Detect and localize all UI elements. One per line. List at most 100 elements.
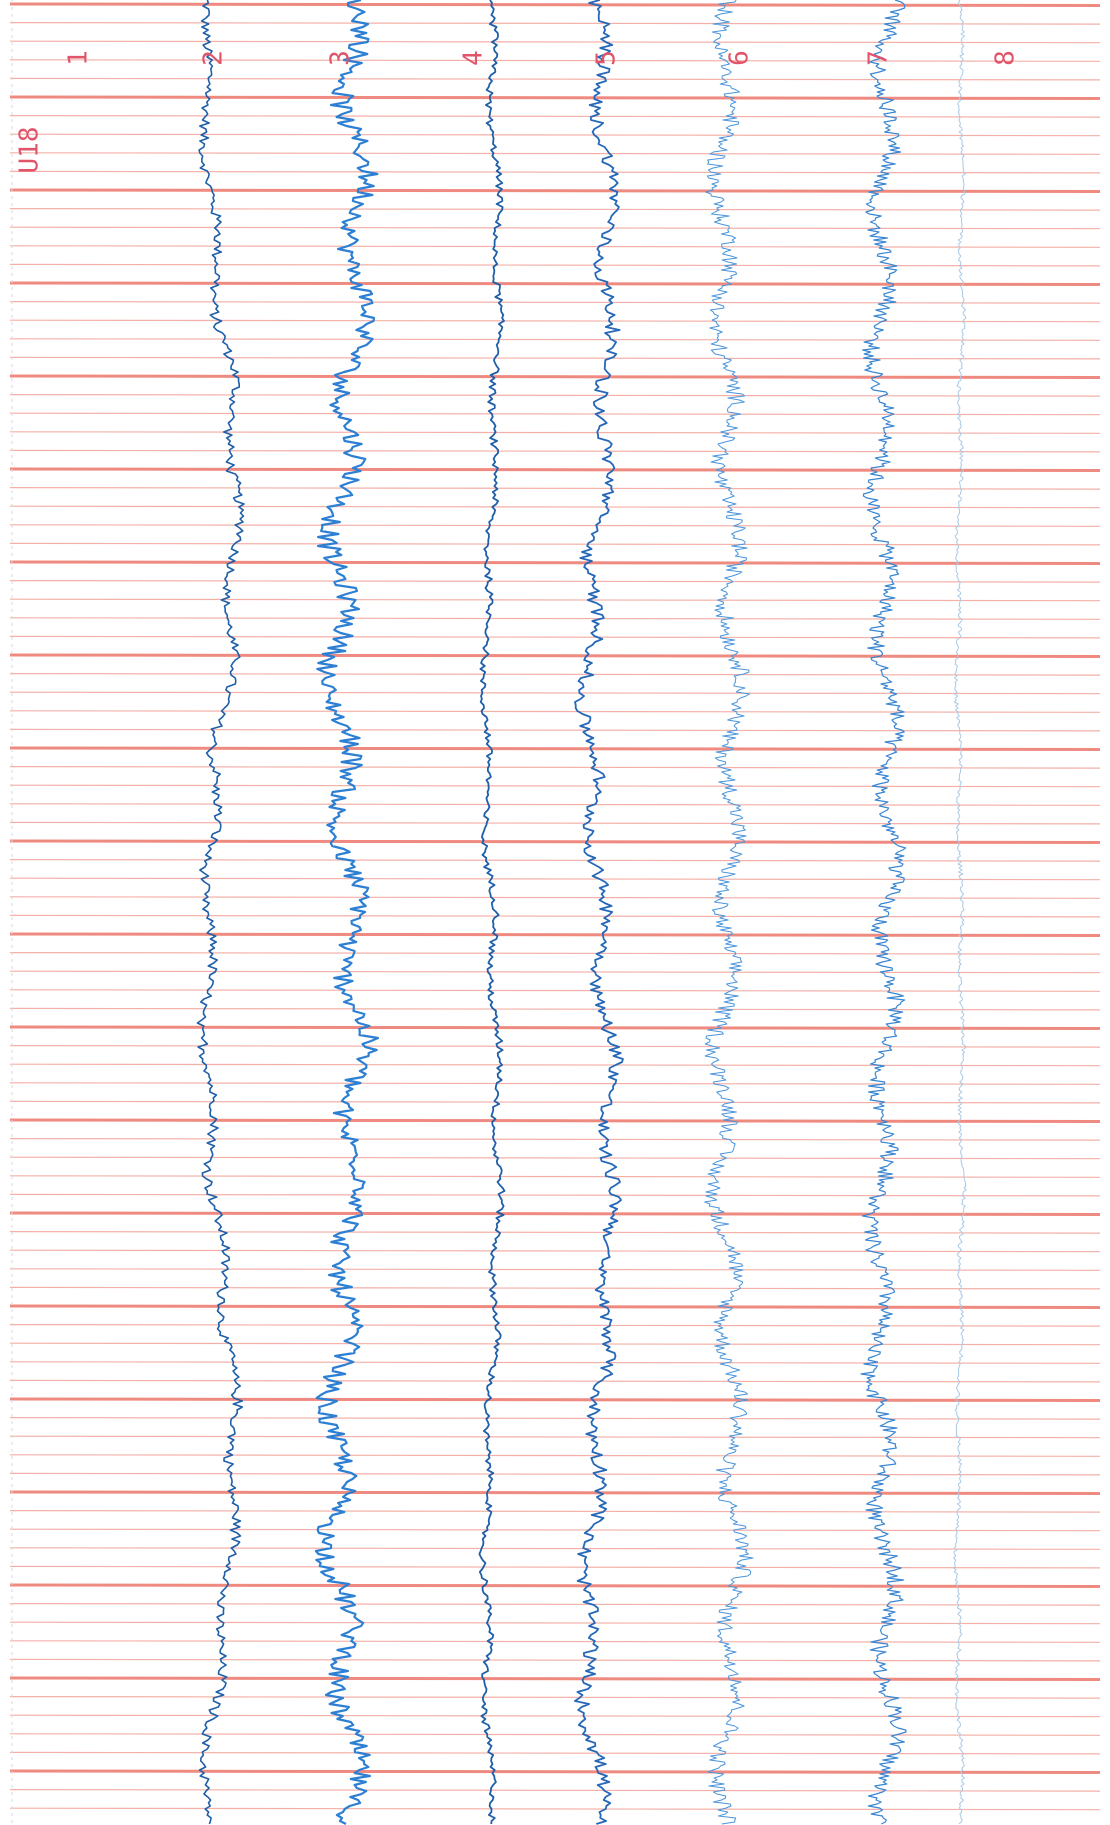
major-grid-line: [10, 97, 1100, 99]
major-grid-line: [10, 4, 1100, 6]
minor-grid-line: [10, 1566, 1100, 1568]
minor-grid-line: [10, 822, 1100, 824]
eeg-trace: [575, 0, 623, 1824]
major-grid-line: [10, 1213, 1100, 1215]
major-grid-line: [10, 934, 1100, 936]
minor-grid-line: [10, 1325, 1100, 1327]
eeg-trace: [705, 0, 753, 1824]
minor-grid-line: [10, 320, 1100, 322]
minor-grid-line: [10, 264, 1100, 266]
minor-grid-line: [10, 1064, 1100, 1066]
minor-grid-line: [10, 1455, 1100, 1457]
minor-grid-line: [10, 674, 1100, 676]
minor-grid-line: [10, 395, 1100, 397]
minor-grid-line: [10, 1511, 1100, 1513]
minor-grid-line: [10, 357, 1100, 359]
minor-grid-line: [10, 1157, 1100, 1159]
major-grid-line: [10, 1492, 1100, 1494]
minor-grid-line: [10, 78, 1100, 80]
minor-grid-line: [10, 1194, 1100, 1196]
minor-grid-line: [10, 1362, 1100, 1364]
minor-grid-line: [10, 692, 1100, 694]
channel-label: 1: [64, 50, 94, 66]
minor-grid-line: [10, 1436, 1100, 1438]
minor-grid-line: [10, 1176, 1100, 1178]
major-grid-line: [10, 841, 1100, 843]
minor-grid-line: [10, 41, 1100, 43]
minor-grid-line: [10, 1046, 1100, 1048]
major-grid-line: [10, 1678, 1100, 1680]
minor-grid-line: [10, 767, 1100, 769]
minor-grid-line: [10, 1790, 1100, 1792]
minor-grid-line: [10, 990, 1100, 992]
minor-grid-line: [10, 1418, 1100, 1420]
channel-label: 3: [326, 50, 356, 66]
channel-label: 2: [199, 50, 229, 66]
minor-grid-line: [10, 729, 1100, 731]
minor-grid-line: [10, 1250, 1100, 1252]
minor-grid-line: [10, 1697, 1100, 1699]
minor-grid-line: [10, 432, 1100, 434]
major-grid-line: [10, 1120, 1100, 1122]
major-grid-line: [10, 1771, 1100, 1773]
minor-grid-line: [10, 1380, 1100, 1382]
major-grid-line: [10, 283, 1100, 285]
minor-grid-line: [10, 878, 1100, 880]
minor-grid-line: [10, 1715, 1100, 1717]
minor-grid-line: [10, 302, 1100, 304]
major-grid-line: [10, 1585, 1100, 1587]
minor-grid-line: [10, 1548, 1100, 1550]
major-grid-line: [10, 376, 1100, 378]
minor-grid-line: [10, 1343, 1100, 1345]
minor-grid-line: [10, 60, 1100, 62]
eeg-strip: U18 12345678: [0, 0, 1110, 1825]
minor-grid-line: [10, 525, 1100, 527]
minor-grid-line: [10, 134, 1100, 136]
minor-grid-line: [10, 711, 1100, 713]
minor-grid-line: [10, 1734, 1100, 1736]
channel-label: 5: [592, 50, 622, 66]
minor-grid-line: [10, 339, 1100, 341]
minor-grid-line: [10, 971, 1100, 973]
eeg-trace: [197, 0, 244, 1824]
major-grid-line: [10, 562, 1100, 564]
eeg-trace: [954, 0, 967, 1824]
minor-grid-line: [10, 450, 1100, 452]
major-grid-line: [10, 655, 1100, 657]
eeg-trace: [479, 0, 504, 1824]
traces: [197, 0, 966, 1824]
major-grid-line: [10, 1027, 1100, 1029]
minor-grid-line: [10, 1604, 1100, 1606]
minor-grid-line: [10, 227, 1100, 229]
minor-grid-line: [10, 1287, 1100, 1289]
minor-grid-line: [10, 860, 1100, 862]
eeg-trace: [861, 0, 906, 1824]
minor-grid-line: [10, 1641, 1100, 1643]
minor-grid-line: [10, 1139, 1100, 1141]
minor-grid-line: [10, 488, 1100, 490]
channel-label: 8: [991, 50, 1021, 66]
minor-grid-line: [10, 1008, 1100, 1010]
channel-label: 6: [725, 50, 755, 66]
minor-grid-line: [10, 543, 1100, 545]
minor-grid-line: [10, 1101, 1100, 1103]
minor-grid-line: [10, 618, 1100, 620]
minor-grid-line: [10, 1269, 1100, 1271]
minor-grid-line: [10, 636, 1100, 638]
minor-grid-line: [10, 1622, 1100, 1624]
minor-grid-line: [10, 1232, 1100, 1234]
major-grid-line: [10, 748, 1100, 750]
minor-grid-line: [10, 1473, 1100, 1475]
minor-grid-line: [10, 153, 1100, 155]
page: U18 12345678 (() => { const data = JSON.…: [0, 0, 1110, 1825]
minor-grid-line: [10, 915, 1100, 917]
minor-grid-line: [10, 1083, 1100, 1085]
minor-grid-line: [10, 23, 1100, 25]
minor-grid-line: [10, 1808, 1100, 1810]
minor-grid-line: [10, 506, 1100, 508]
minor-grid-line: [10, 785, 1100, 787]
channel-label: 4: [459, 50, 489, 66]
minor-grid-line: [10, 116, 1100, 118]
minor-grid-line: [10, 804, 1100, 806]
major-grid-line: [10, 1306, 1100, 1308]
